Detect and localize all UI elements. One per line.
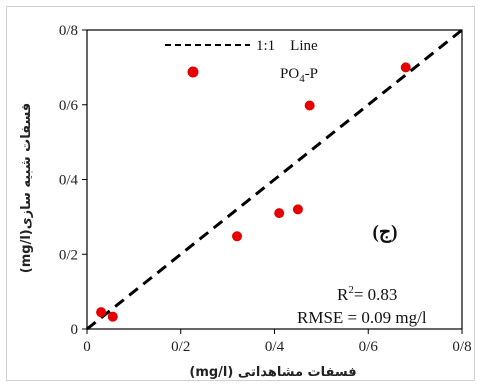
rmse-text: RMSE = 0.09 mg/l xyxy=(297,308,427,327)
r-squared-superscript: 2 xyxy=(348,284,354,296)
r-squared-value: = 0.83 xyxy=(354,285,398,304)
x-axis-label: فسفات مشاهداتی (mg/l) xyxy=(189,365,356,380)
y-tick-label: 0/4 xyxy=(59,173,79,189)
legend-line-label: 1:1 Line xyxy=(256,38,318,54)
y-tick-label: 0 xyxy=(71,322,79,338)
data-point xyxy=(232,231,242,242)
y-axis-label: فسفات شبیه سازی(mg/l) xyxy=(19,103,34,273)
y-tick-label: 0/6 xyxy=(59,98,79,114)
legend: 1:1 Line PO4-P xyxy=(165,38,318,85)
x-tick-label: 0/4 xyxy=(265,339,285,355)
data-point xyxy=(304,100,315,111)
data-point xyxy=(107,311,118,322)
legend-marker-label: PO4-P xyxy=(280,66,318,85)
legend-marker-subscript: 4 xyxy=(299,73,305,85)
x-tick-label: 0/8 xyxy=(452,339,471,355)
axis-ticks: 00 0/2 0/2 0/4 0/4 0/6 0/6 0/8 0/8 xyxy=(59,23,472,355)
y-tick-label: 0/2 xyxy=(59,247,78,263)
legend-marker-text: PO xyxy=(280,66,299,82)
r-squared-prefix: R xyxy=(337,285,349,304)
x-tick-label: 0/6 xyxy=(359,339,379,355)
r-squared-text: R2= 0.83 xyxy=(337,284,397,304)
chart-frame xyxy=(6,6,475,381)
plot-area xyxy=(86,28,463,331)
data-point xyxy=(274,208,285,219)
panel-label: (ج) xyxy=(373,222,398,243)
data-point xyxy=(96,307,107,318)
x-tick-label: 0 xyxy=(83,339,91,355)
x-tick-label: 0/2 xyxy=(171,339,190,355)
legend-marker-suffix: -P xyxy=(305,66,318,82)
data-point xyxy=(400,62,411,73)
data-point xyxy=(292,204,303,215)
y-tick-label: 0/8 xyxy=(59,23,78,39)
legend-marker xyxy=(187,66,199,78)
one-to-one-line xyxy=(86,28,463,331)
